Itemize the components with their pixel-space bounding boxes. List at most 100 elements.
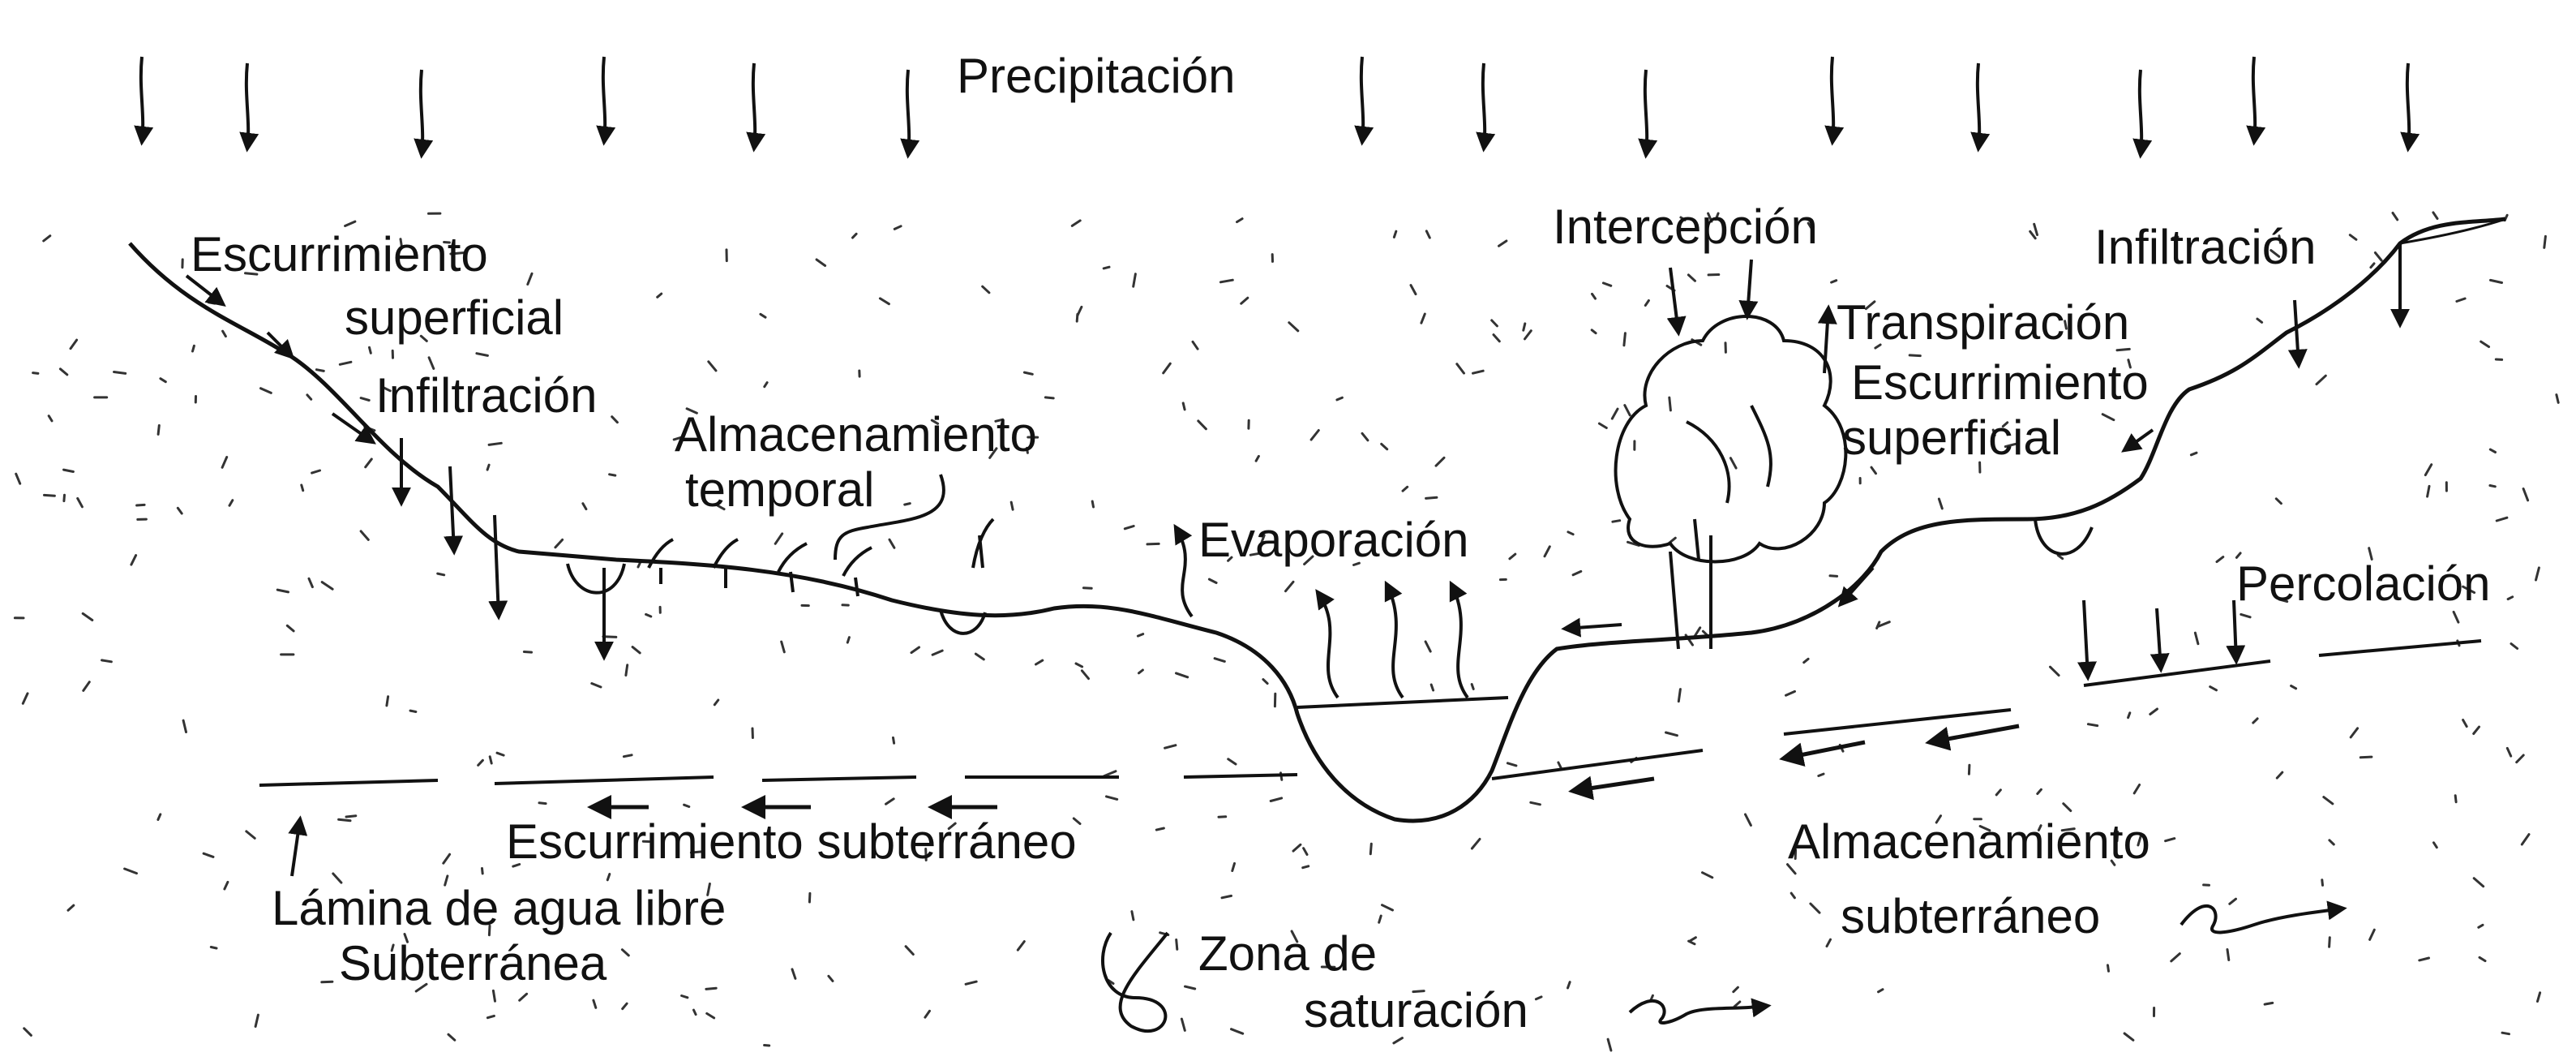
soil-speck (1303, 555, 1314, 565)
soil-speck (2037, 824, 2042, 831)
soil-speck (1610, 407, 1619, 420)
soil-speck (1606, 1037, 1613, 1052)
soil-speck (2315, 374, 2327, 386)
soil-speck (1529, 801, 1541, 806)
label-infiltracion-left: Infiltración (375, 368, 598, 423)
label-lamina-agua-2: Subterránea (339, 936, 607, 990)
soil-speck (2432, 841, 2438, 849)
soil-speck (1227, 556, 1233, 562)
soil-speck (1908, 354, 1922, 358)
soil-speck (2489, 278, 2503, 284)
water-table-lines (259, 639, 2482, 787)
soil-speck (1016, 940, 1026, 951)
soil-speck (1534, 995, 1543, 1001)
soil-speck (1687, 939, 1696, 946)
soil-speck (1876, 621, 1891, 628)
soil-speck (1219, 278, 1234, 284)
soil-speck (888, 538, 896, 549)
soil-speck (1470, 683, 1475, 690)
soil-speck (2056, 554, 2064, 561)
soil-speck (827, 974, 834, 982)
soil-speck (1022, 371, 1034, 376)
soil-speck (156, 424, 161, 436)
soil-speck (228, 499, 234, 507)
soil-speck (2127, 711, 2132, 720)
soil-speck (692, 1008, 697, 1016)
soil-speck (447, 1033, 456, 1042)
soil-speck (1249, 552, 1261, 556)
soil-speck (846, 636, 851, 644)
soil-speck (581, 502, 588, 511)
soil-speck (689, 850, 705, 854)
label-evaporacion: Evaporación (1198, 513, 1469, 567)
precipitation-arrow (900, 69, 920, 159)
soil-speck (1220, 894, 1232, 900)
soil-speck (2506, 595, 2514, 601)
label-zona-saturacion-1: Zona de (1198, 926, 1378, 981)
soil-speck (2520, 833, 2531, 846)
soil-speck (2455, 297, 2467, 303)
label-zona-saturacion-2: saturación (1304, 983, 1528, 1037)
soil-speck (808, 891, 812, 904)
soil-speck (1590, 329, 1597, 335)
evaporation-arrows (1173, 523, 1469, 699)
precipitation-arrow (2246, 56, 2266, 146)
soil-speck (2132, 784, 2141, 795)
soil-speck (495, 751, 505, 757)
soil-speck (1420, 312, 1426, 324)
label-escurrimiento-superficial-right-2: superficial (1842, 410, 2062, 465)
percolation-arrows (2077, 599, 2246, 681)
soil-speck (43, 493, 56, 497)
soil-speck (1136, 633, 1145, 638)
soil-speck (2240, 612, 2252, 619)
soil-speck (2452, 610, 2460, 624)
soil-speck (337, 818, 352, 823)
soil-speck (1240, 296, 1249, 305)
soil-speck (705, 986, 718, 990)
soil-speck (2001, 421, 2009, 428)
soil-speck (385, 695, 390, 707)
soil-speck (66, 904, 75, 912)
soil-speck (1668, 396, 1672, 412)
soil-speck (481, 867, 484, 875)
soil-speck (2029, 230, 2037, 240)
soil-speck (2107, 964, 2110, 973)
soil-speck (101, 659, 113, 664)
soil-speck (449, 251, 465, 256)
soil-speck (878, 297, 890, 306)
label-almacenamiento-temporal-1: Almacenamiento (675, 407, 1037, 462)
soil-speck (1381, 904, 1394, 912)
soil-speck (81, 612, 94, 621)
soil-speck (631, 646, 641, 655)
soil-speck (2477, 923, 2484, 929)
soil-speck (1105, 795, 1119, 801)
soil-speck (611, 415, 619, 424)
soil-speck (2373, 251, 2383, 262)
soil-speck (315, 368, 325, 372)
soil-speck (624, 664, 629, 677)
soil-speck (2256, 317, 2264, 324)
soil-speck (259, 387, 272, 394)
soil-speck (1557, 761, 1562, 769)
soil-speck (2127, 359, 2132, 369)
soil-speck (156, 813, 162, 821)
soil-speck (487, 441, 503, 446)
soil-speck (713, 698, 720, 707)
soil-speck (2110, 859, 2116, 866)
soil-speck (436, 572, 446, 577)
soil-speck (1508, 552, 1517, 561)
soil-speck (368, 346, 372, 354)
soil-speck (930, 419, 940, 425)
soil-speck (1260, 534, 1266, 544)
precipitation-arrow (134, 56, 154, 146)
soil-speck (390, 943, 395, 952)
precipitation-arrow (1354, 56, 1374, 146)
soil-speck (364, 457, 373, 469)
soil-speck (1132, 273, 1137, 288)
soil-speck (2515, 754, 2525, 764)
label-lamina-agua-1: Lámina de agua libre (272, 881, 727, 935)
soil-speck (1352, 561, 1361, 566)
hillside-right-top (2399, 217, 2506, 245)
soil-speck (554, 538, 564, 549)
precipitation-arrow (239, 62, 259, 152)
